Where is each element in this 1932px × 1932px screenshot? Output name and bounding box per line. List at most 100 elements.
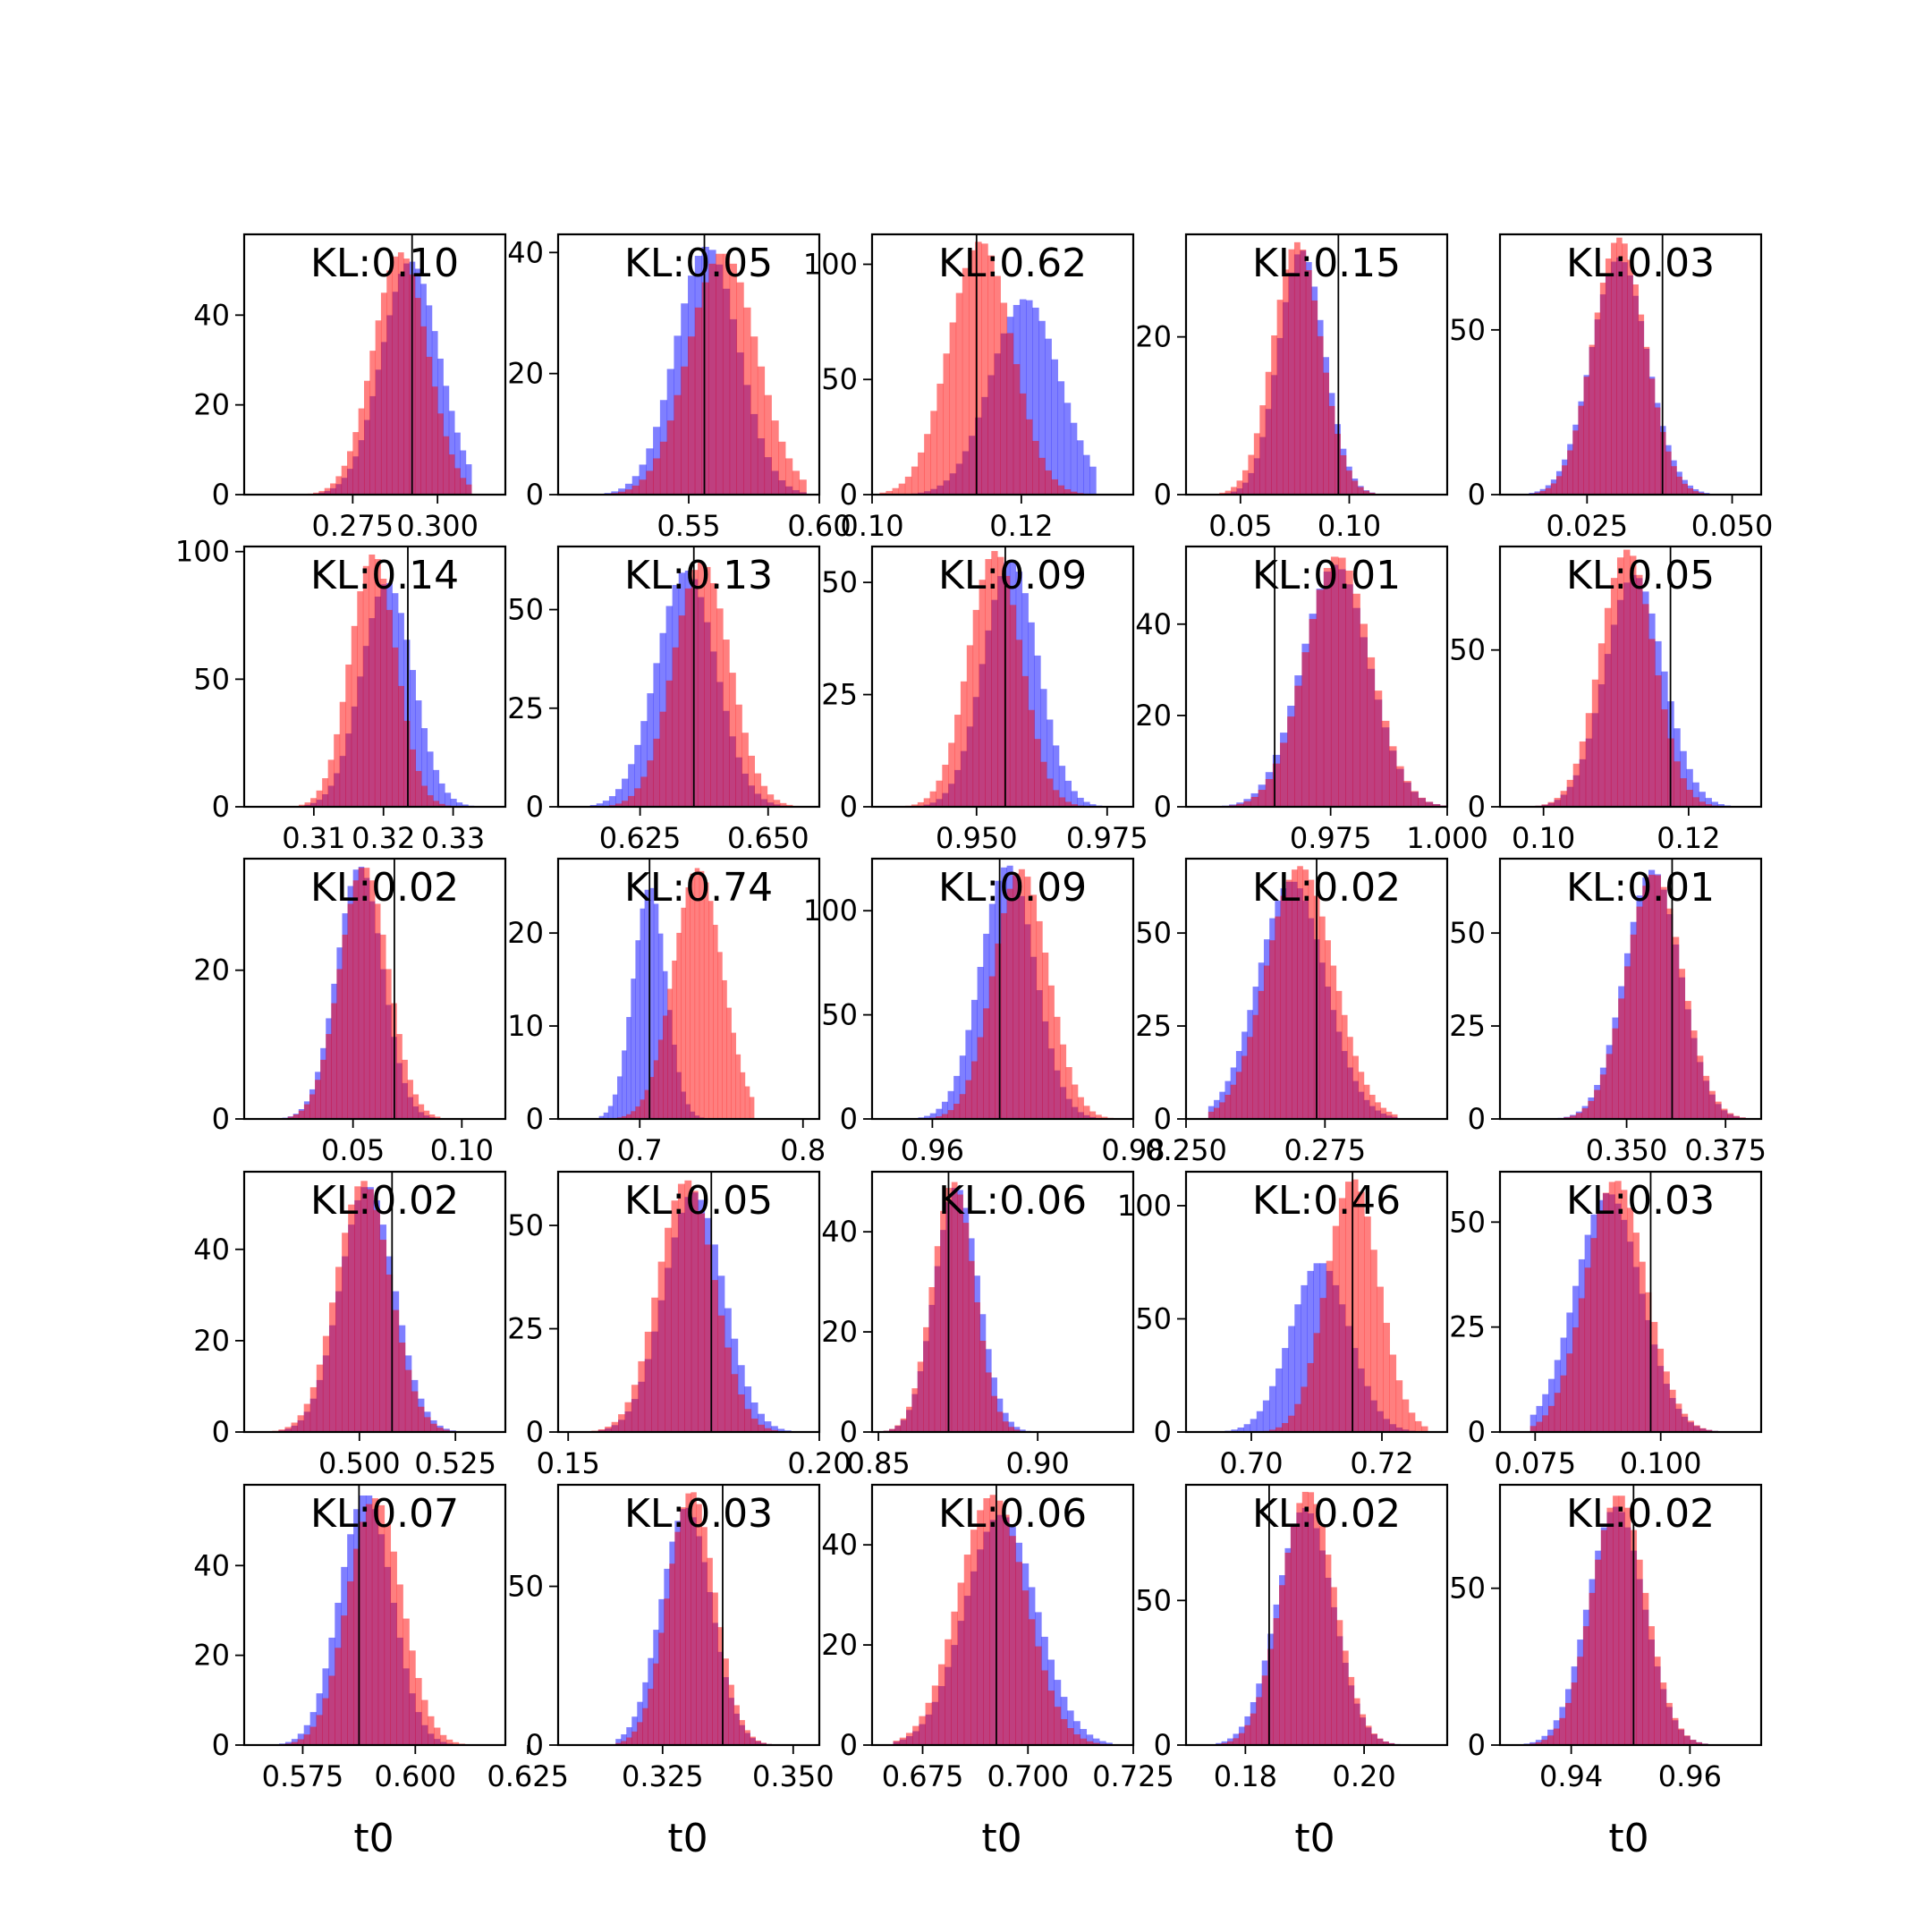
blue-histogram-bar	[1086, 1734, 1094, 1745]
red-histogram-bar	[953, 1104, 961, 1119]
y-tick-label: 50	[507, 593, 544, 627]
red-histogram-bar	[1285, 879, 1292, 1119]
red-histogram-bar	[1632, 1233, 1640, 1432]
y-tick-label: 0	[1468, 790, 1486, 824]
y-tick-label: 40	[1135, 607, 1172, 641]
red-histogram-bar	[892, 487, 900, 495]
red-histogram-bar	[981, 243, 988, 495]
red-histogram-bar	[1391, 1114, 1398, 1119]
red-histogram-bar	[1325, 1555, 1332, 1745]
blue-histogram-bar	[631, 476, 640, 495]
red-histogram-bar	[1623, 966, 1631, 1119]
y-tick-label: 0	[1154, 1415, 1172, 1449]
red-histogram-bar	[278, 1429, 285, 1432]
red-histogram-bar	[634, 788, 641, 807]
red-histogram-bar	[744, 1730, 750, 1745]
blue-histogram-bar	[1216, 1742, 1223, 1745]
red-histogram-bar	[965, 1080, 972, 1119]
red-histogram-bar	[412, 1094, 419, 1119]
blue-histogram-bar	[596, 803, 604, 807]
red-histogram-bar	[396, 1034, 402, 1119]
red-histogram-bar	[309, 1726, 317, 1745]
red-histogram-bar	[287, 1116, 294, 1119]
red-histogram-bar	[1080, 1738, 1088, 1745]
blue-histogram-bar	[1080, 1729, 1088, 1745]
y-tick-label: 20	[193, 1639, 230, 1673]
axes-frame	[556, 545, 821, 809]
axes-frame	[556, 857, 821, 1121]
red-histogram-bar	[316, 1715, 323, 1745]
red-histogram-bar	[906, 1406, 912, 1432]
x-tick-label: 0.15	[537, 1446, 600, 1480]
red-histogram-bar	[402, 1618, 410, 1745]
kl-divergence-label: KL:0.09	[938, 553, 1087, 598]
red-histogram-bar	[386, 270, 393, 495]
blue-histogram-bar	[936, 1108, 943, 1119]
y-tick-label: 20	[1135, 699, 1172, 733]
red-histogram-bar	[1072, 1084, 1079, 1119]
red-histogram-bar	[1345, 470, 1352, 495]
red-histogram-bar	[1622, 243, 1628, 495]
x-axis-label-col-2: t0	[667, 1816, 708, 1861]
x-tick-label: 0.05	[321, 1133, 385, 1167]
x-tick-label: 0.18	[1214, 1759, 1277, 1793]
kl-divergence-label: KL:0.01	[1252, 553, 1401, 598]
red-histogram-bar	[1693, 1425, 1700, 1432]
blue-histogram-bar	[653, 903, 659, 1119]
red-histogram-bar	[712, 1592, 718, 1745]
red-histogram-bar	[731, 1032, 736, 1119]
x-tick-label: 0.20	[1332, 1759, 1395, 1793]
x-tick-label: 0.375	[1684, 1133, 1767, 1167]
y-tick-label: 50	[507, 1208, 544, 1242]
red-histogram-bar	[303, 1104, 310, 1119]
red-histogram-bar	[755, 1740, 761, 1745]
red-histogram-bar	[879, 492, 886, 495]
y-tick-label: 25	[821, 678, 858, 712]
red-histogram-bar	[672, 647, 680, 807]
red-histogram-bar	[335, 476, 343, 495]
blue-histogram-bar	[291, 1739, 299, 1745]
blue-histogram-bar	[959, 1055, 966, 1119]
red-histogram-bar	[411, 1391, 419, 1432]
x-tick-label: 0.98	[1101, 1133, 1165, 1167]
red-histogram-bar	[1252, 1014, 1259, 1119]
red-histogram-bar	[996, 1500, 1004, 1745]
red-histogram-bar	[1589, 1592, 1596, 1745]
red-histogram-bar	[1548, 1405, 1555, 1432]
red-histogram-bar	[744, 1086, 750, 1119]
red-histogram-bar	[1661, 709, 1668, 807]
red-histogram-bar	[398, 1343, 406, 1432]
red-histogram-bar	[741, 733, 749, 807]
red-histogram-bar	[722, 253, 731, 495]
red-histogram-bar	[1678, 1728, 1685, 1745]
red-histogram-bar	[735, 704, 742, 807]
red-histogram-bar	[1319, 1525, 1326, 1745]
x-tick-label: 0.20	[787, 1446, 851, 1480]
red-histogram-bar	[977, 1510, 984, 1745]
blue-histogram-bar	[657, 933, 664, 1119]
x-tick-label: 0.72	[1350, 1446, 1413, 1480]
x-tick-label: 0.12	[1657, 821, 1720, 855]
red-histogram-bar	[729, 673, 736, 807]
blue-histogram-bar	[1092, 1738, 1100, 1745]
red-histogram-bar	[760, 785, 768, 807]
x-tick-label: 0.10	[1512, 821, 1575, 855]
red-histogram-bar	[618, 1414, 625, 1432]
red-histogram-bar	[348, 1204, 355, 1432]
red-histogram-bar	[1347, 1037, 1353, 1119]
red-histogram	[617, 868, 755, 1119]
y-tick-label: 25	[1449, 1310, 1486, 1344]
blue-histogram-bar	[1051, 359, 1058, 495]
red-histogram-bar	[309, 1386, 318, 1432]
x-tick-label: 0.70	[1219, 1446, 1283, 1480]
y-tick-label: 25	[507, 691, 544, 725]
kl-divergence-label: KL:0.02	[310, 865, 459, 911]
red-histogram-bar	[659, 711, 666, 807]
red-histogram-bar	[1233, 1738, 1240, 1745]
y-tick-label: 50	[193, 662, 230, 696]
red-histogram-bar	[691, 1191, 699, 1432]
blue-histogram-bar	[615, 1739, 622, 1745]
red-histogram	[905, 551, 1084, 807]
red-histogram-bar	[648, 1077, 655, 1119]
